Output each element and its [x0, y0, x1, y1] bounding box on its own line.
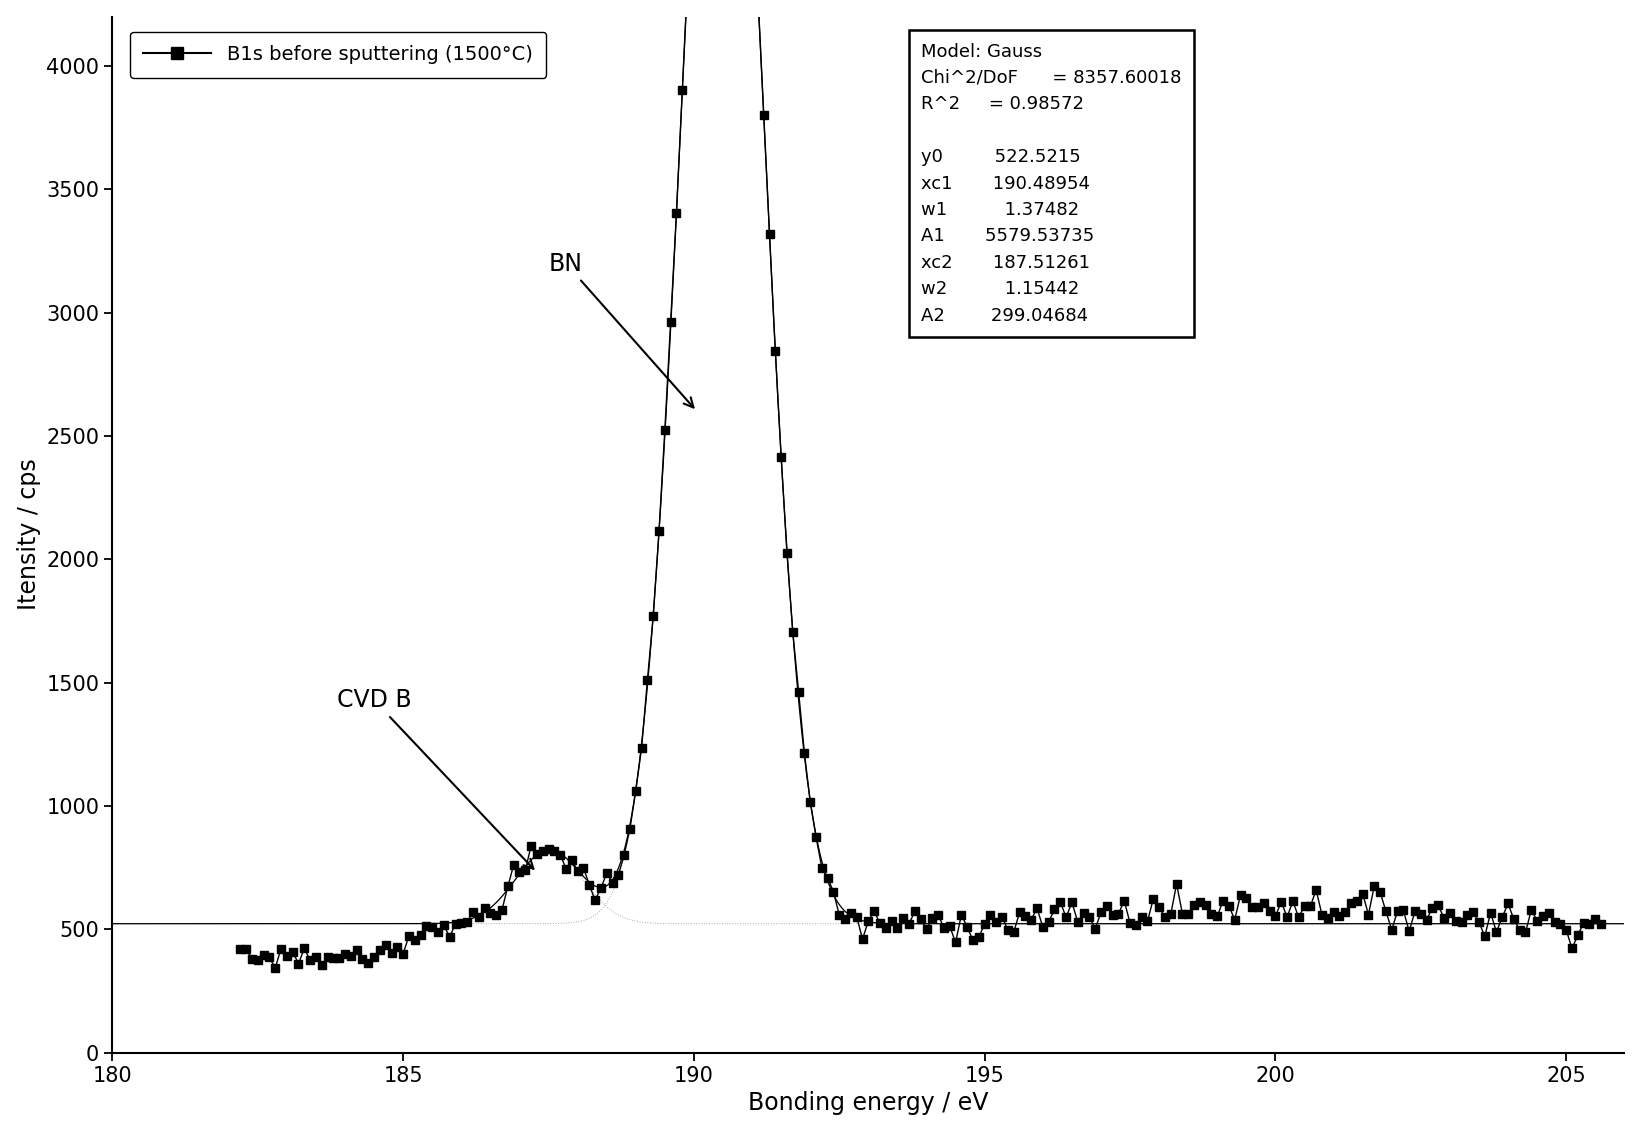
- B1s before sputtering (1500°C): [760, 228, 779, 241]
- B1s before sputtering (1500°C): [1592, 917, 1611, 931]
- B1s before sputtering (1500°C): [294, 942, 313, 955]
- Text: Model: Gauss
Chi^2/DoF      = 8357.60018
R^2     = 0.98572

y0         522.5215
: Model: Gauss Chi^2/DoF = 8357.60018 R^2 …: [921, 43, 1182, 325]
- Text: BN: BN: [550, 251, 694, 408]
- Y-axis label: Itensity / cps: Itensity / cps: [16, 458, 41, 610]
- B1s before sputtering (1500°C): [1324, 904, 1344, 918]
- Text: CVD B: CVD B: [336, 688, 533, 869]
- B1s before sputtering (1500°C): [266, 961, 286, 975]
- B1s before sputtering (1500°C): [1393, 903, 1413, 917]
- X-axis label: Bonding energy / eV: Bonding energy / eV: [748, 1091, 988, 1115]
- B1s before sputtering (1500°C): [1009, 906, 1029, 919]
- Legend: B1s before sputtering (1500°C): B1s before sputtering (1500°C): [130, 32, 546, 78]
- B1s before sputtering (1500°C): [230, 942, 249, 955]
- B1s before sputtering (1500°C): [609, 868, 629, 882]
- Line: B1s before sputtering (1500°C): B1s before sputtering (1500°C): [236, 0, 1605, 972]
